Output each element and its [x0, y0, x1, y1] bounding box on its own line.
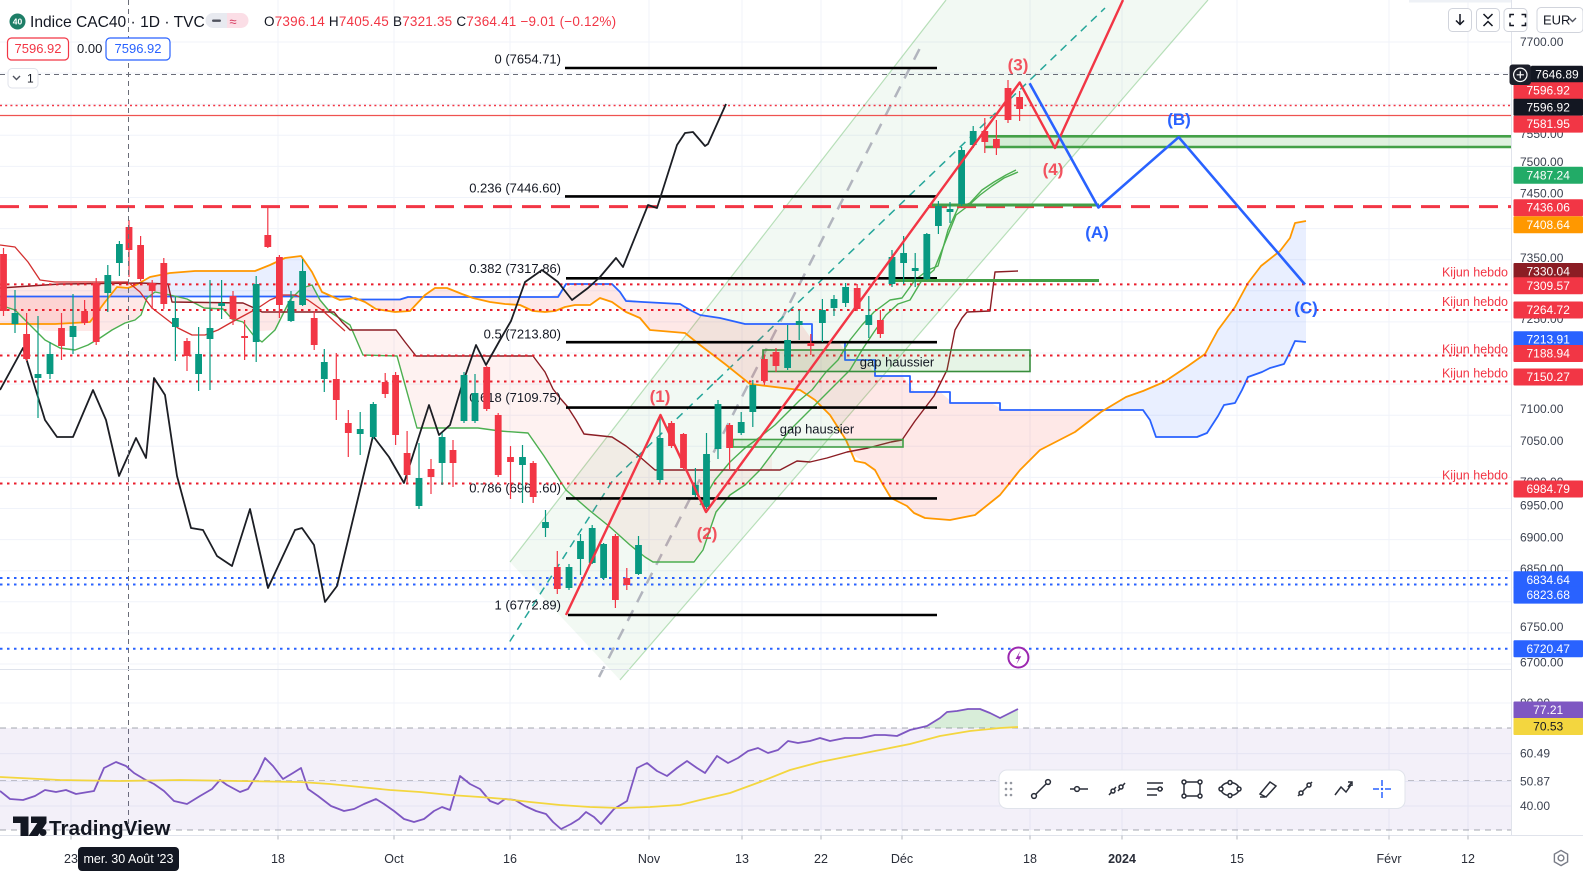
svg-text:(2): (2)	[697, 524, 718, 543]
svg-text:7309.57: 7309.57	[1527, 279, 1571, 293]
svg-text:7264.72: 7264.72	[1527, 303, 1571, 317]
svg-text:(3): (3)	[1008, 56, 1029, 75]
svg-text:7408.64: 7408.64	[1527, 218, 1571, 232]
svg-text:0.5 (7213.80): 0.5 (7213.80)	[484, 327, 561, 342]
svg-text:≈: ≈	[229, 14, 236, 29]
svg-text:18: 18	[271, 852, 285, 866]
svg-text:2024: 2024	[1108, 852, 1136, 866]
svg-text:7700.00: 7700.00	[1520, 35, 1564, 49]
svg-text:0.236 (7446.60): 0.236 (7446.60)	[469, 181, 561, 196]
svg-text:7596.92: 7596.92	[1527, 84, 1571, 98]
svg-text:13: 13	[735, 852, 749, 866]
svg-text:15: 15	[1230, 852, 1244, 866]
svg-text:6720.47: 6720.47	[1527, 642, 1571, 656]
svg-text:(A): (A)	[1085, 223, 1109, 242]
svg-text:7581.95: 7581.95	[1527, 117, 1571, 131]
svg-text:(C): (C)	[1294, 299, 1318, 318]
svg-text:22: 22	[814, 852, 828, 866]
svg-text:Kijun hebdo: Kijun hebdo	[1442, 343, 1508, 357]
svg-text:(1): (1)	[650, 387, 671, 406]
svg-text:(B): (B)	[1167, 110, 1191, 129]
svg-text:6984.79: 6984.79	[1527, 482, 1571, 496]
svg-text:6950.00: 6950.00	[1520, 499, 1564, 513]
svg-text:50.87: 50.87	[1520, 775, 1550, 789]
svg-text:gap haussier: gap haussier	[780, 422, 855, 437]
svg-text:(4): (4)	[1043, 160, 1064, 179]
svg-text:Kijun hebdo: Kijun hebdo	[1442, 266, 1508, 280]
svg-text:EUR: EUR	[1543, 13, 1570, 28]
svg-text:mer. 30 Août '23: mer. 30 Août '23	[84, 852, 174, 866]
svg-text:Kijun hebdo: Kijun hebdo	[1442, 295, 1508, 309]
svg-text:7450.00: 7450.00	[1520, 187, 1564, 201]
svg-text:7487.24: 7487.24	[1527, 168, 1571, 182]
svg-text:1: 1	[27, 72, 34, 86]
svg-text:40.00: 40.00	[1520, 799, 1550, 813]
svg-text:7330.04: 7330.04	[1527, 265, 1571, 279]
svg-text:Déc: Déc	[891, 852, 913, 866]
svg-text:1 (6772.89): 1 (6772.89)	[495, 598, 562, 613]
svg-text:7213.91: 7213.91	[1527, 333, 1571, 347]
svg-text:77.21: 77.21	[1533, 703, 1563, 717]
svg-text:Févr: Févr	[1377, 852, 1402, 866]
svg-text:7596.92: 7596.92	[1527, 100, 1571, 114]
svg-text:Nov: Nov	[638, 852, 661, 866]
svg-text:0.618 (7109.75): 0.618 (7109.75)	[469, 390, 561, 405]
svg-text:O7396.14 H7405.45 B7321.35 C73: O7396.14 H7405.45 B7321.35 C7364.41 −9.0…	[264, 14, 616, 29]
svg-text:40: 40	[13, 17, 23, 27]
svg-text:Kijun hebdo: Kijun hebdo	[1442, 367, 1508, 381]
svg-text:gap haussier: gap haussier	[860, 355, 935, 370]
svg-text:7436.06: 7436.06	[1527, 201, 1571, 215]
svg-text:7350.00: 7350.00	[1520, 251, 1564, 265]
svg-text:0 (7654.71): 0 (7654.71)	[495, 52, 562, 67]
svg-text:18: 18	[1023, 852, 1037, 866]
svg-text:Kijun hebdo: Kijun hebdo	[1442, 469, 1508, 483]
svg-text:7100.00: 7100.00	[1520, 402, 1564, 416]
svg-text:Indice CAC40 · 1D · TVC: Indice CAC40 · 1D · TVC	[30, 14, 205, 31]
svg-text:7646.89: 7646.89	[1535, 67, 1579, 81]
svg-text:7150.27: 7150.27	[1527, 370, 1571, 384]
svg-text:7596.92: 7596.92	[115, 41, 162, 56]
svg-text:TradingView: TradingView	[49, 817, 170, 840]
svg-text:23: 23	[64, 852, 78, 866]
svg-text:70.53: 70.53	[1533, 720, 1563, 734]
svg-text:7596.92: 7596.92	[15, 41, 62, 56]
svg-text:Oct: Oct	[384, 852, 404, 866]
svg-text:6823.68: 6823.68	[1527, 588, 1571, 602]
svg-text:6700.00: 6700.00	[1520, 656, 1564, 670]
svg-text:6750.00: 6750.00	[1520, 620, 1564, 634]
svg-text:7500.00: 7500.00	[1520, 155, 1564, 169]
svg-text:16: 16	[503, 852, 517, 866]
svg-text:0.00: 0.00	[77, 41, 102, 56]
svg-text:60.49: 60.49	[1520, 747, 1550, 761]
svg-text:7188.94: 7188.94	[1527, 347, 1571, 361]
svg-text:6834.64: 6834.64	[1527, 573, 1571, 587]
svg-text:7050.00: 7050.00	[1520, 434, 1564, 448]
svg-text:12: 12	[1461, 852, 1475, 866]
svg-text:6900.00: 6900.00	[1520, 530, 1564, 544]
